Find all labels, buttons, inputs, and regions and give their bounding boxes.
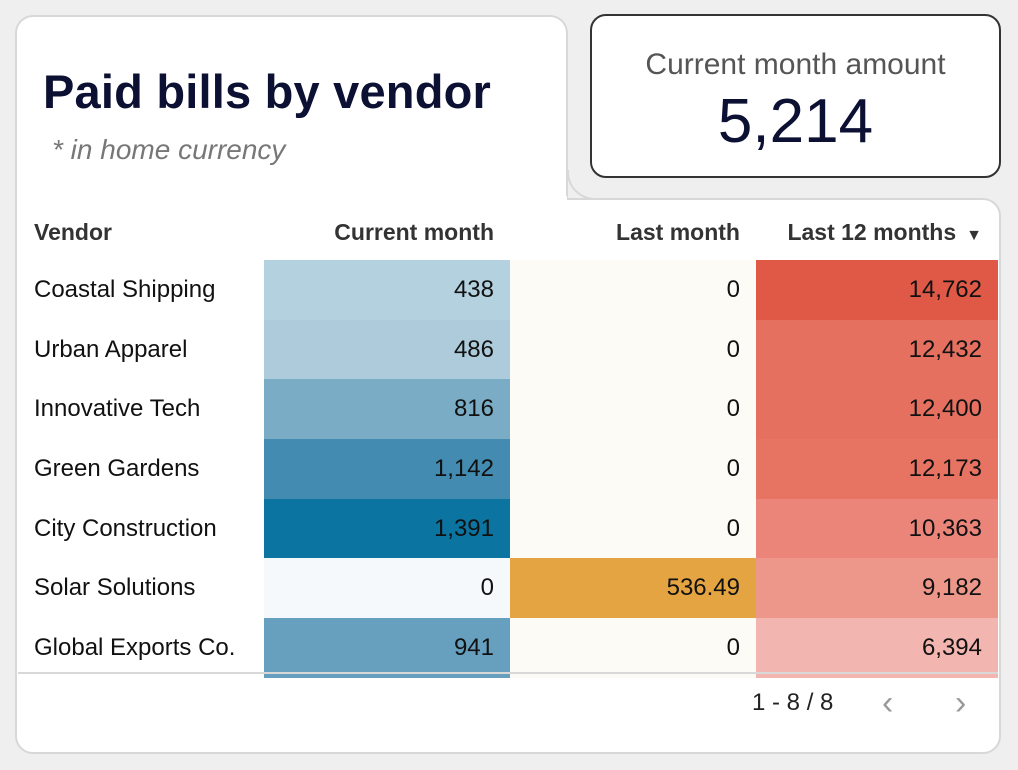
table-row[interactable]: Coastal Shipping 438 0 14,762 [18, 260, 998, 320]
cell-vendor: Solar Solutions [34, 574, 196, 602]
column-header-last-12-months[interactable]: Last 12 months ▼ [756, 205, 998, 260]
table-row[interactable]: Green Gardens 1,142 0 12,173 [18, 439, 998, 499]
cell-current-month: 486 [264, 319, 510, 380]
pagination-label: 1 - 8 / 8 [752, 689, 834, 716]
cell-vendor: Innovative Tech [34, 395, 201, 423]
chevron-left-icon[interactable]: ‹ [882, 684, 894, 722]
chevron-right-icon[interactable]: › [955, 684, 967, 722]
cell-current-month: 0 [264, 558, 510, 619]
cell-last-12-months: 12,173 [756, 439, 998, 499]
cell-vendor: Urban Apparel [34, 335, 188, 363]
cell-last-month: 0 [510, 439, 756, 499]
cell-vendor: City Construction [34, 514, 217, 542]
cell-current-month: 1,142 [264, 439, 510, 499]
table-header-row: Vendor Current month Last month Last 12 … [18, 205, 998, 260]
caret-down-icon[interactable]: ▼ [966, 227, 982, 244]
cell-vendor: Green Gardens [34, 454, 200, 482]
page-title: Paid bills by vendor [43, 65, 491, 118]
cell-last-12-months: 6,394 [756, 618, 998, 678]
cell-current-month: 438 [264, 260, 510, 320]
cell-current-month: 1,391 [264, 498, 510, 559]
table-row[interactable]: Innovative Tech 816 0 12,400 [18, 379, 998, 440]
table-footer-divider [18, 672, 998, 674]
column-header-current-month[interactable]: Current month [334, 219, 494, 245]
cell-last-12-months: 10,363 [756, 498, 998, 559]
kpi-label: Current month amount [645, 48, 946, 81]
table-row[interactable]: Urban Apparel 486 0 12,432 [18, 319, 998, 380]
vendor-table: Vendor Current month Last month Last 12 … [18, 205, 998, 678]
cell-last-month: 0 [510, 379, 756, 440]
cell-current-month: 941 [264, 618, 510, 678]
cell-last-12-months: 12,400 [756, 379, 998, 440]
column-header-last-12-months-label: Last 12 months [787, 219, 957, 245]
cell-last-month: 0 [510, 319, 756, 380]
cell-vendor: Coastal Shipping [34, 275, 216, 303]
cell-last-month: 0 [510, 260, 756, 320]
cell-last-12-months: 14,762 [756, 260, 998, 320]
column-header-vendor[interactable]: Vendor [34, 219, 112, 245]
cell-last-month: 0 [510, 618, 756, 678]
cell-last-month: 0 [510, 498, 756, 559]
table-row[interactable]: Solar Solutions 0 536.49 9,182 [18, 558, 998, 619]
table-row[interactable]: Global Exports Co. 941 0 6,394 [18, 618, 998, 678]
cell-last-12-months: 9,182 [756, 558, 998, 619]
cell-last-12-months: 12,432 [756, 319, 998, 380]
table-row[interactable]: City Construction 1,391 0 10,363 [18, 498, 998, 559]
cell-last-month: 536.49 [510, 558, 756, 619]
cell-current-month: 816 [264, 379, 510, 440]
cell-vendor: Global Exports Co. [34, 633, 236, 661]
page-subtitle: * in home currency [52, 134, 286, 165]
column-header-last-month[interactable]: Last month [616, 219, 740, 245]
kpi-value: 5,214 [717, 87, 874, 156]
kpi-card: Current month amount 5,214 [590, 14, 1001, 178]
